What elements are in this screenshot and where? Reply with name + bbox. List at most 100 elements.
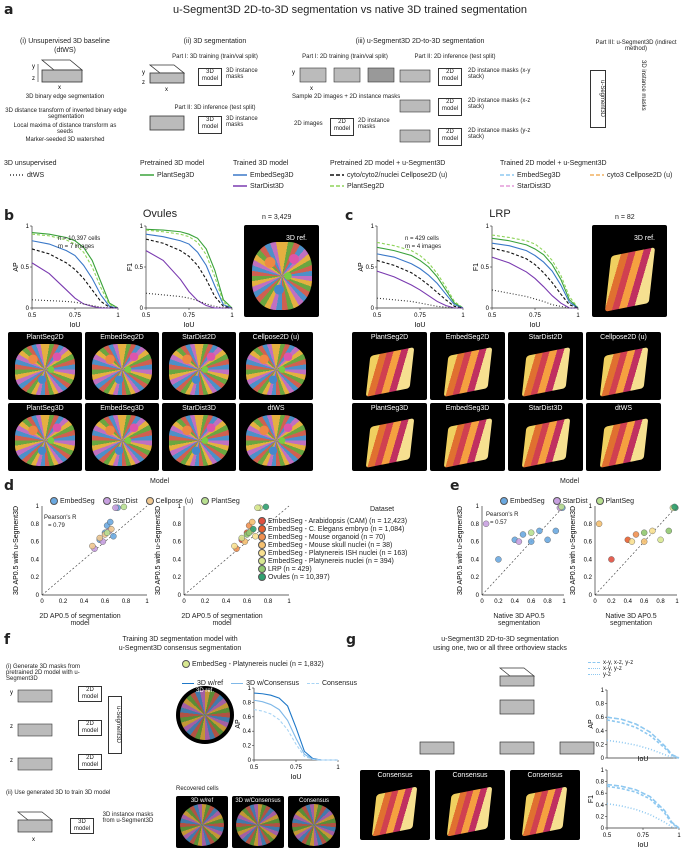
series-line [606, 783, 680, 829]
thumbnail-label: Consensus [377, 772, 413, 779]
scatter-point [254, 504, 261, 511]
svg-text:x: x [32, 837, 35, 843]
y-tick-label: 0 [601, 756, 605, 762]
x-tick-label: 0.2 [607, 599, 616, 605]
y-tick-label: 0.6 [596, 715, 605, 721]
panel-f-title2: u-Segment3D consensus segmentation [118, 645, 242, 652]
y-tick-label: 0.5 [366, 265, 375, 271]
legend-item: EmbedSeg - Platynereis ISH nuclei (n = 1… [258, 549, 458, 557]
scatter-point [495, 556, 502, 563]
legend-swatch [182, 682, 194, 684]
2d-model-box: 2D model [438, 68, 462, 86]
y-tick-label: 0 [371, 306, 375, 312]
g-legend-item: x-y, y-z [588, 666, 683, 672]
legend-item: dtWS [10, 172, 44, 179]
f-recovered: Recovered cells [176, 786, 219, 792]
x-tick-label: 0.6 [527, 599, 536, 605]
scatter-point [249, 518, 256, 526]
col1-step4: Marker-seeded 3D watershed [25, 137, 105, 143]
legend-item: PlantSeg3D [140, 172, 194, 179]
x-tick-label: 0.8 [264, 599, 273, 605]
x-tick-label: 0 [40, 599, 44, 605]
panel-c-label: c [345, 208, 354, 224]
stack-icon: yz x [142, 64, 186, 92]
scatter-point [482, 520, 490, 527]
f-legend-item: 3D w/Consensus [231, 680, 299, 687]
legend-item: EmbedSeg3D [233, 172, 294, 179]
y-tick-label: 1 [36, 504, 40, 510]
series-line [145, 229, 233, 309]
y-tick-label: 0 [589, 593, 593, 599]
y-tick-label: 0.2 [584, 575, 593, 581]
e-xlabel-2: Native 3D AP0.5 segmentation [605, 613, 657, 627]
y-tick-label: 0 [140, 306, 144, 312]
scatter-point [103, 529, 111, 536]
thumbnail-label: PlantSeg2D [26, 334, 64, 341]
svg-text:x: x [58, 85, 61, 90]
y-tick-label: 1 [601, 768, 605, 774]
panel-d-scatter-1: 00 0.2 0.2 0.4 0.4 0.6 0.6 0.8 0.8 1 1 3D AP0.5 wit… [13, 503, 149, 605]
f-orthostacks: y z z [10, 689, 53, 771]
y-tick-label: 0.8 [173, 522, 182, 528]
e-xlabel-1: Native 3D AP0.5 segmentation [493, 613, 545, 627]
col1-step2: 3D distance transform of inverted binary… [5, 108, 127, 120]
x-tick-label: 0.75 [529, 313, 541, 319]
legend-group-1: Pretrained 3D model [140, 160, 205, 167]
x-tick-label: 0.75 [183, 313, 195, 319]
scatter-point [108, 525, 115, 533]
y-tick-label: 0 [486, 306, 490, 312]
legend-item: EmbedSeg - Platynereis nuclei (n = 394) [258, 557, 458, 565]
panel-g-ap-chart: 0 0.2 0.4 0.6 0.8 1 IoU AP [588, 688, 680, 763]
3d-model-box: 3D model [198, 68, 222, 86]
legend-dot [258, 541, 266, 549]
x-tick-label: 0.5 [603, 833, 612, 839]
thumbnail-label: 3D w/ref [190, 798, 214, 804]
legend-item: StarDist3D [500, 183, 551, 190]
segmentation-thumbnail: EmbedSeg3D [85, 403, 159, 471]
scatter-point [519, 531, 527, 538]
lrp-n-cells: n = 429 cells [405, 236, 439, 242]
scatter-point [640, 529, 648, 536]
3d-model-box: 3D model [70, 818, 94, 834]
series-line [31, 233, 119, 309]
y-axis-label: AP [235, 719, 242, 729]
x-tick-label: 1 [675, 599, 679, 605]
scatter-point [527, 538, 535, 545]
y-tick-label: 0.8 [31, 522, 40, 528]
series-line [145, 238, 233, 309]
legend-item: EmbedSeg [500, 497, 545, 506]
scatter-point [238, 534, 245, 542]
series-line [606, 785, 680, 829]
identity-line [594, 505, 678, 596]
series-line [145, 250, 232, 309]
scatter-point [536, 527, 543, 535]
lrp-ref-thumb: 3D ref. [592, 225, 667, 317]
y-tick-label: 0.2 [596, 742, 605, 748]
y-tick-label: 0.4 [173, 557, 182, 563]
legend-swatch [233, 174, 247, 176]
thumbnail-label: Consensus [527, 772, 563, 779]
y-tick-label: 0.8 [471, 522, 480, 528]
x-tick-label: 0.6 [640, 599, 649, 605]
orthoview-stacks [399, 69, 431, 143]
y-tick-label: 0 [476, 593, 480, 599]
y-tick-label: 1 [371, 224, 375, 230]
panel-g-title2: using one, two or all three orthoview st… [433, 645, 567, 652]
y-axis-label: 3D AP0.5 with u-Segment3D [13, 506, 20, 595]
x-tick-label: 0.4 [222, 599, 231, 605]
segmentation-thumbnail: dtWS [239, 403, 313, 471]
thumbnail-label: EmbedSeg2D [445, 334, 490, 341]
thumbnail-label: EmbedSeg3D [445, 405, 490, 412]
recovered-thumbnail: Consensus [288, 796, 340, 848]
x-tick-label: 0 [182, 599, 186, 605]
legend-swatch [590, 174, 604, 176]
y-tick-label: 1 [26, 224, 30, 230]
legend-item: PlantSeg2D [330, 183, 384, 190]
panel-e-label: e [450, 478, 460, 494]
thumbnail-label: EmbedSeg2D [100, 334, 144, 341]
thumbnail-label: PlantSeg3D [26, 405, 64, 412]
x-tick-label: 0.4 [80, 599, 89, 605]
legend-dot [258, 573, 266, 581]
legend-swatch [140, 174, 154, 176]
